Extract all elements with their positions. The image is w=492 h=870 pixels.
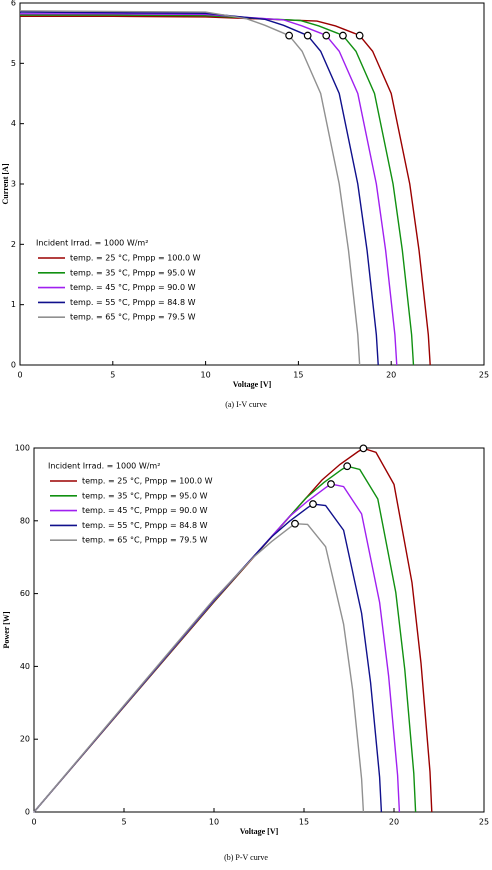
plot-frame — [33, 447, 485, 813]
mpp-marker — [355, 31, 364, 40]
legend-label: temp. = 65 °C, Pmpp = 79.5 W — [82, 536, 208, 545]
y-tick-label: 100 — [15, 444, 30, 453]
y-tick-label: 0 — [25, 808, 30, 817]
mpp-marker — [309, 500, 317, 508]
legend-title: Incident Irrad. = 1000 W/m² — [36, 239, 148, 248]
y-tick-label: 40 — [20, 662, 30, 671]
y-tick-label: 2 — [11, 240, 16, 249]
legend-label: temp. = 45 °C, Pmpp = 90.0 W — [70, 283, 196, 292]
legend-label: temp. = 55 °C, Pmpp = 84.8 W — [82, 521, 208, 530]
mpp-marker — [322, 31, 331, 40]
y-tick-label: 4 — [11, 119, 16, 128]
x-tick-label: 20 — [386, 371, 396, 380]
legend-label: temp. = 35 °C, Pmpp = 95.0 W — [82, 491, 208, 500]
x-tick-label: 25 — [479, 371, 489, 380]
x-tick-label: 25 — [479, 818, 489, 827]
y-tick-label: 3 — [11, 180, 16, 189]
legend-label: temp. = 35 °C, Pmpp = 95.0 W — [70, 268, 196, 277]
y-axis-title: Current [A] — [1, 163, 10, 204]
mpp-marker — [339, 31, 347, 40]
mpp-marker — [327, 480, 335, 488]
x-tick-label: 10 — [201, 371, 211, 380]
y-tick-label: 20 — [20, 735, 30, 744]
legend-label: temp. = 45 °C, Pmpp = 90.0 W — [82, 506, 208, 515]
caption: (b) P-V curve — [224, 853, 268, 862]
y-tick-label: 60 — [20, 589, 30, 598]
y-tick-label: 0 — [11, 361, 16, 370]
x-tick-label: 5 — [110, 371, 115, 380]
mpp-marker — [285, 31, 294, 40]
y-tick-label: 6 — [11, 0, 16, 8]
y-tick-label: 80 — [20, 516, 30, 525]
mpp-marker — [303, 31, 312, 40]
x-tick-label: 15 — [293, 371, 303, 380]
legend-label: temp. = 55 °C, Pmpp = 84.8 W — [70, 298, 196, 307]
x-tick-label: 20 — [389, 818, 399, 827]
x-tick-label: 0 — [31, 818, 36, 827]
mpp-marker — [291, 519, 299, 528]
plot-frame — [19, 2, 485, 366]
legend-title: Incident Irrad. = 1000 W/m² — [48, 462, 160, 471]
legend-label: temp. = 25 °C, Pmpp = 100.0 W — [82, 477, 213, 486]
y-axis-title: Power [W] — [2, 611, 11, 648]
legend-label: temp. = 65 °C, Pmpp = 79.5 W — [70, 313, 196, 322]
mpp-marker — [359, 444, 368, 453]
y-tick-label: 1 — [11, 300, 16, 309]
x-tick-label: 0 — [17, 371, 22, 380]
legend-label: temp. = 25 °C, Pmpp = 100.0 W — [70, 254, 201, 263]
mpp-marker — [343, 462, 352, 471]
y-tick-label: 5 — [11, 59, 16, 68]
x-tick-label: 5 — [121, 818, 126, 827]
x-tick-label: 15 — [299, 818, 309, 827]
x-axis-title: Voltage [V] — [240, 827, 279, 836]
x-axis-title: Voltage [V] — [233, 380, 272, 389]
x-tick-label: 10 — [209, 818, 219, 827]
caption: (a) I-V curve — [225, 400, 267, 409]
